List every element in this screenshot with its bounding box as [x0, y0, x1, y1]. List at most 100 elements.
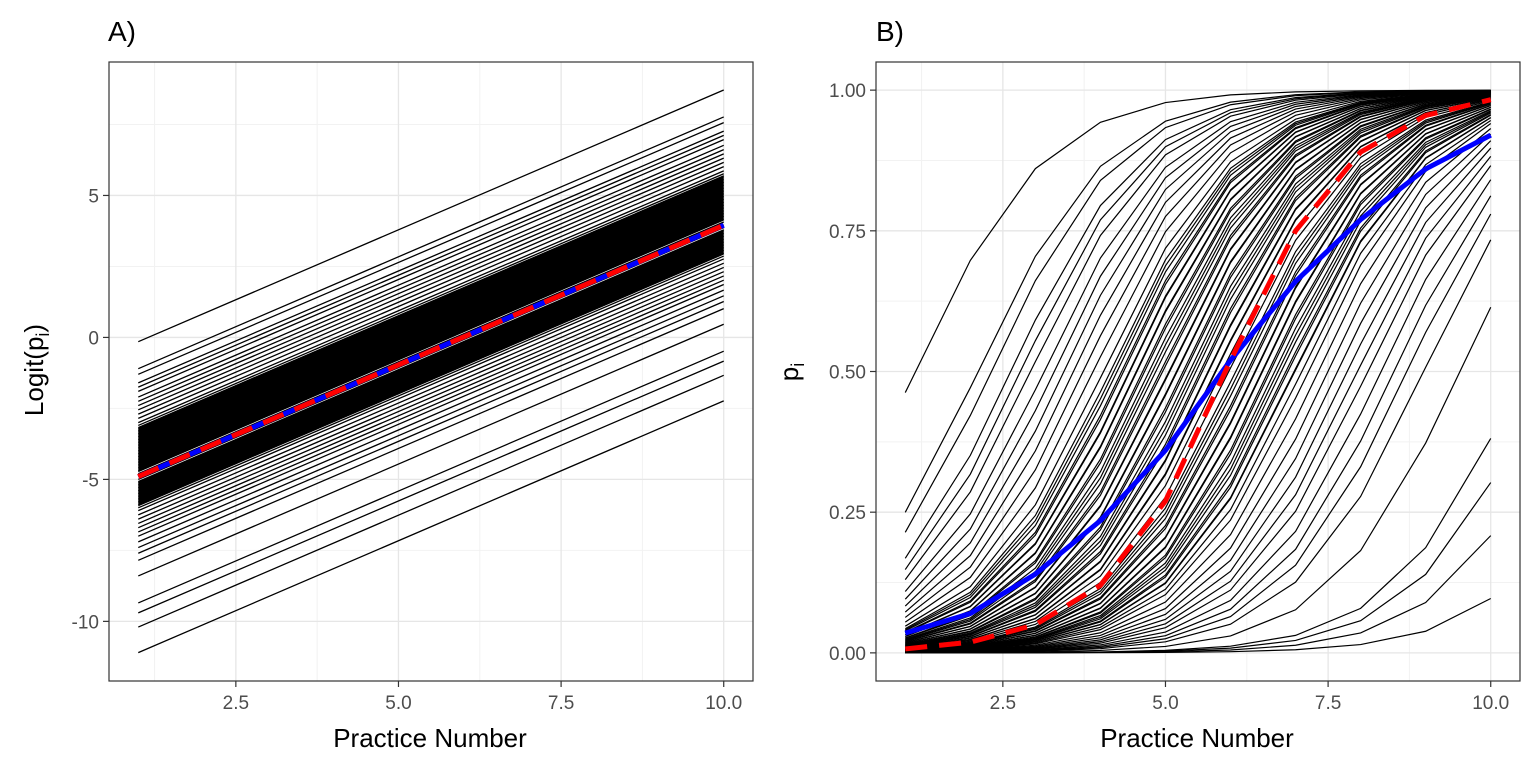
panel-b-individual-curve	[905, 96, 1491, 648]
panel-b-individual-curve	[905, 122, 1492, 653]
panel-b-individual-curve	[905, 95, 1491, 647]
panel-b-individual-curve	[904, 90, 1491, 613]
panel-b-individual-curve	[905, 92, 1491, 638]
panel-a-individual-line	[138, 89, 724, 343]
panel-a-x-tick-label: 5.0	[385, 693, 411, 714]
panel-b-individual-curve	[905, 92, 1491, 637]
panel-a-y-title-close: )	[19, 324, 49, 333]
panel-b-individual-curve	[905, 128, 1492, 653]
panel-a-individual-line	[138, 122, 724, 375]
panel-b-individual-curve	[905, 95, 1491, 646]
panel-a-individual-line	[138, 221, 724, 475]
panel-a-individual-line	[138, 350, 724, 604]
panel-b-individual-curve	[905, 106, 1491, 651]
panel-a-individual-line	[138, 283, 724, 537]
panel-b-individual-curve	[905, 179, 1492, 654]
panel-b-x-axis-title: Practice Number	[1100, 723, 1294, 753]
panel-b-y-tick-label: 1.00	[829, 81, 866, 102]
panel-a-individual-line	[138, 374, 724, 628]
panel-b-y-tick-label: 0.25	[829, 503, 866, 524]
panel-a-dense-band	[138, 229, 724, 507]
panel-b-blue-solid-series	[904, 132, 1492, 636]
panel-b-mean-series	[904, 97, 1492, 652]
panel-a-x-axis-title: Practice Number	[333, 723, 527, 753]
panel-a-dense-band	[138, 175, 724, 473]
panel-b-individual-curve	[904, 91, 1491, 627]
panel-a-y-tick-label: 0	[88, 328, 99, 349]
panel-b-individual-curve	[905, 116, 1492, 652]
panel-a-x-ticks: 2.5 5.0 7.5 10.0	[223, 681, 742, 714]
panel-a-individual-line	[138, 153, 724, 407]
panel-b-individual-curve	[905, 133, 1492, 653]
panel-a-individual-line	[138, 360, 724, 614]
panel-a-individual-line	[138, 323, 724, 577]
panel-b-x-tick-label: 7.5	[1315, 693, 1341, 714]
panel-a-y-tick-label: -10	[72, 612, 99, 633]
panel-a-individual-line	[138, 161, 724, 415]
panel-b-individual-curve	[904, 90, 1491, 618]
panel-a-individual-lines	[138, 89, 724, 654]
panel-a-mean-series	[137, 222, 725, 479]
panel-a-individual-line	[138, 300, 724, 554]
panel-a-y-title-sub: i	[33, 333, 53, 337]
panel-b-individual-curve	[905, 94, 1491, 646]
panel-b-individual-curve	[905, 97, 1491, 648]
panel-b-individual-curve	[905, 94, 1491, 645]
panel-b-individual-curve	[905, 92, 1491, 639]
panel-a-individual-line	[138, 266, 724, 520]
panel-a-individual-line	[138, 275, 724, 529]
panel-b-individual-curve	[905, 91, 1491, 636]
panel-b-individual-curve	[905, 95, 1491, 647]
panel-a-individual-line	[138, 170, 724, 424]
panel-b-individual-curve	[905, 104, 1491, 651]
panel-b-individual-curve	[905, 94, 1491, 646]
panel-b-individual-curve	[904, 90, 1491, 607]
panel-b-individual-curve	[905, 103, 1491, 651]
panel-b-x-tick-label: 2.5	[990, 693, 1016, 714]
panel-b-x-tick-label: 5.0	[1152, 693, 1178, 714]
panel-a-y-ticks: -10 -5 0 5	[72, 186, 109, 633]
panel-a-individual-line	[138, 116, 724, 370]
panel-b-individual-curve	[905, 119, 1492, 653]
panel-a-individual-line	[138, 271, 724, 525]
panel-a-individual-line	[138, 166, 724, 419]
panel-b-individual-curve	[905, 100, 1491, 650]
panel-a-individual-line	[138, 139, 724, 392]
panel-a-individual-line	[138, 295, 724, 549]
panel-a-y-axis-title: Logit(pi)	[19, 324, 53, 416]
panel-b-individual-curve	[905, 93, 1491, 642]
panel-b-y-ticks: 0.00 0.25 0.50 0.75 1.00	[829, 81, 876, 665]
panel-a-x-tick-label: 2.5	[223, 693, 249, 714]
panel-a-individual-line	[138, 134, 724, 388]
panel-b-individual-curve	[904, 90, 1491, 623]
panel-a-individual-line	[138, 279, 724, 533]
panel-a-x-tick-label: 7.5	[548, 693, 574, 714]
panel-b-individual-curve	[905, 93, 1491, 642]
panel-b-individual-curve	[905, 91, 1491, 633]
panel-b-individual-curve	[905, 101, 1491, 650]
panel-b-individual-curve	[904, 91, 1491, 631]
panel-a-frame	[108, 61, 754, 682]
panel-b-individual-curve	[905, 117, 1492, 652]
panel-b-x-ticks: 2.5 5.0 7.5 10.0	[990, 681, 1509, 714]
panel-a-individual-line	[138, 173, 724, 427]
panel-a-y-title-main: Logit(p	[19, 337, 49, 417]
panel-a-y-tick-label: -5	[82, 470, 99, 491]
panel-b-individual-curve	[905, 108, 1491, 652]
panel-a-individual-line	[138, 144, 724, 398]
panel-b-y-tick-label: 0.50	[829, 363, 866, 384]
panel-b-individual-curve	[905, 111, 1491, 652]
panel-a: A) 2.5 5.0 7.5 10.0 -10 -5 0 5 Practice Number…	[19, 16, 754, 753]
panel-b-red-dashed-series	[905, 97, 1492, 652]
panel-b-individual-curve	[904, 89, 1491, 393]
panel-b-individual-curve	[905, 102, 1491, 651]
panel-a-red-dashed-series	[137, 222, 725, 479]
panel-b-individual-curve	[905, 93, 1491, 644]
panel-a-individual-line	[138, 255, 724, 509]
panel-b-individual-curve	[905, 101, 1491, 650]
panel-a-x-tick-label: 10.0	[705, 693, 742, 714]
panel-a-individual-line	[138, 148, 724, 402]
panel-b-tag: B)	[876, 16, 904, 47]
panel-b-y-tick-label: 0.00	[829, 644, 866, 665]
